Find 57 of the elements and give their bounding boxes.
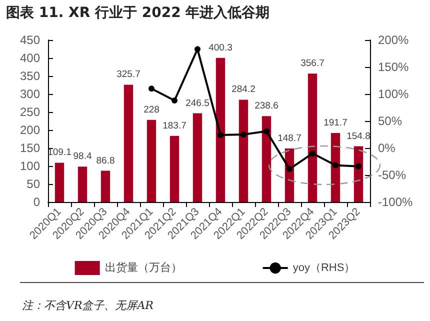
y2-tick-label: -50% bbox=[378, 168, 406, 182]
point bbox=[264, 128, 270, 134]
bar bbox=[170, 136, 180, 202]
y2-tick-label: 200% bbox=[378, 33, 410, 47]
bar bbox=[124, 84, 134, 202]
bar bbox=[54, 162, 64, 202]
y-tick-label: 150 bbox=[20, 141, 40, 155]
bar bbox=[192, 113, 202, 202]
point bbox=[356, 163, 362, 170]
data-label: 356.7 bbox=[300, 58, 324, 70]
point bbox=[194, 46, 200, 52]
bar bbox=[238, 100, 248, 202]
data-label: 154.8 bbox=[346, 130, 370, 142]
y2-tick-label: 100% bbox=[378, 87, 410, 101]
y2-tick-label: 150% bbox=[378, 60, 410, 74]
y-tick-label: 350 bbox=[20, 69, 40, 83]
data-label: 238.6 bbox=[254, 100, 278, 112]
bar bbox=[78, 166, 88, 202]
y-tick-label: 300 bbox=[20, 87, 40, 101]
point bbox=[286, 166, 292, 172]
point bbox=[218, 132, 224, 138]
point bbox=[332, 162, 338, 168]
bar bbox=[100, 170, 110, 202]
data-label: 86.8 bbox=[96, 155, 115, 166]
point bbox=[240, 132, 246, 138]
y2-tick-label: -100% bbox=[378, 195, 414, 209]
y2-tick-label: 0% bbox=[378, 141, 396, 155]
data-label: 148.7 bbox=[278, 132, 302, 144]
data-label: 246.5 bbox=[186, 98, 210, 109]
data-label: 228 bbox=[144, 104, 160, 116]
legend-label: 出货量（万台） bbox=[104, 261, 182, 274]
point bbox=[310, 150, 316, 156]
bar bbox=[330, 132, 340, 202]
data-label: 400.3 bbox=[208, 42, 232, 54]
bar bbox=[216, 58, 226, 202]
data-label: 183.7 bbox=[162, 120, 186, 132]
point bbox=[148, 86, 154, 92]
y-tick-label: 250 bbox=[20, 105, 40, 119]
data-label: 191.7 bbox=[324, 117, 348, 128]
y-tick-label: 450 bbox=[20, 33, 40, 47]
y-tick-label: 400 bbox=[20, 51, 40, 65]
bar bbox=[354, 146, 364, 202]
bar bbox=[146, 120, 156, 202]
y2-tick-label: 50% bbox=[378, 114, 402, 128]
data-label: 98.4 bbox=[73, 151, 92, 162]
text: 注：不含VR盒子、无屏AR bbox=[22, 298, 154, 313]
y-tick-label: 0 bbox=[33, 195, 40, 209]
data-label: 284.2 bbox=[232, 84, 256, 96]
legend-label: yoy（RHS） bbox=[292, 262, 356, 274]
y-tick-label: 200 bbox=[20, 123, 40, 137]
data-label: 325.7 bbox=[116, 69, 140, 80]
point bbox=[172, 97, 178, 104]
bar bbox=[262, 116, 272, 202]
y-tick-label: 100 bbox=[20, 159, 40, 173]
bar bbox=[308, 74, 318, 202]
y-tick-label: 50 bbox=[26, 177, 40, 191]
chart-title: 图表 11. XR 行业于 2022 年进入低谷期 bbox=[6, 4, 270, 22]
